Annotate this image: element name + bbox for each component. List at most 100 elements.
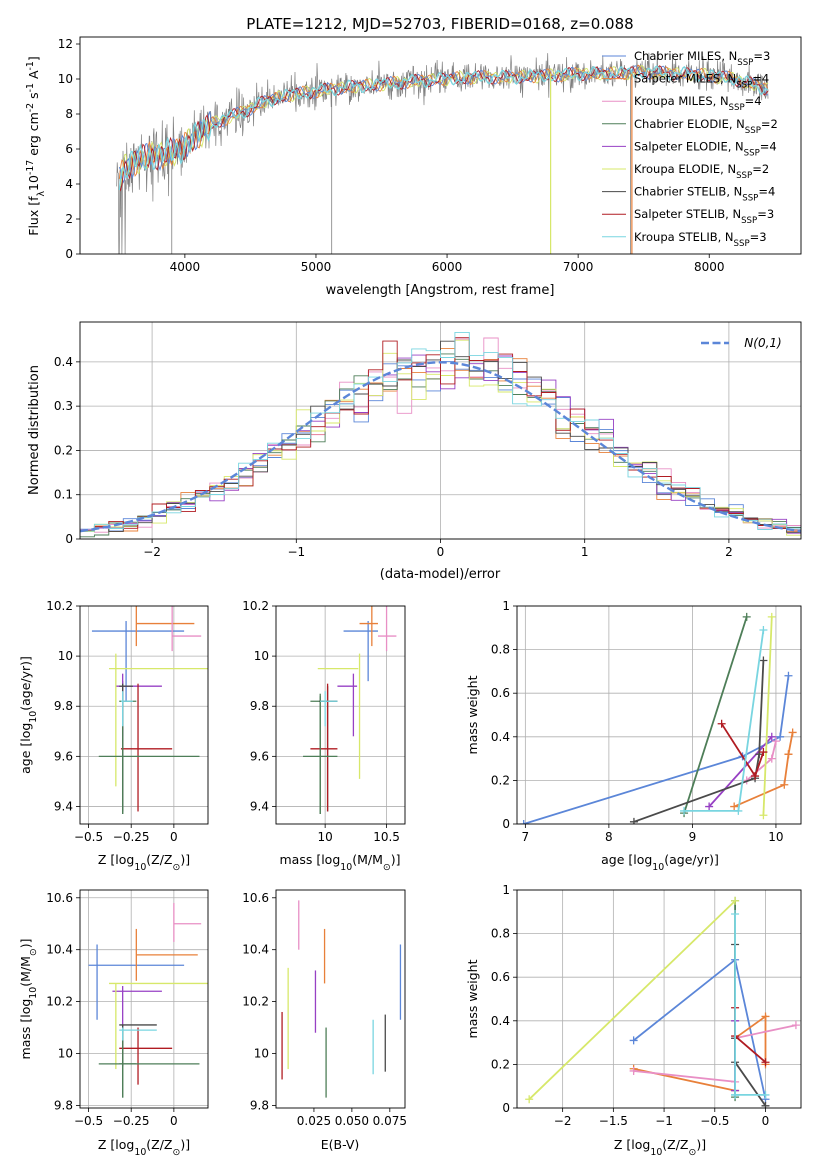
massweight_vs_age-marker (767, 732, 776, 741)
residuals-ytick-label: 0.1 (54, 488, 73, 502)
massweight_vs_age-marker (759, 748, 768, 757)
age_vs_mass-frame (275, 605, 406, 825)
residuals-normal-curve (80, 361, 801, 533)
residuals-ytick-label: 0.3 (54, 399, 73, 413)
massweight_vs_age-ytick-label: 0.8 (491, 643, 510, 657)
age_vs_mass-ytick-label: 9.4 (250, 799, 269, 813)
mass_vs_Z-axes: −0.5 −0.25 0 9.8 10 10.2 10.4 10.6 (46, 889, 209, 1128)
residuals-ylabel: Normed distribution (27, 365, 42, 495)
massweight_vs_age-marker (629, 817, 638, 824)
residuals-xtick-label: 1 (581, 545, 589, 559)
spectrum-legend-entry: Salpeter MILES, NSSP=4 (634, 72, 769, 91)
massweight_vs_age-marker (705, 802, 714, 811)
massweight_vs_age-marker (759, 656, 768, 665)
massweight_vs_Z-ytick-label: 0.8 (491, 927, 510, 941)
spectrum-legend-entry: Kroupa MILES, NSSP=4 (634, 94, 762, 113)
massweight_vs_Z-ytick-label: 0 (502, 1101, 510, 1115)
spectrum-ytick-label: 10 (58, 72, 73, 86)
spectrum-ytick-label: 2 (65, 212, 73, 226)
massweight_vs_age-series (523, 675, 790, 824)
massweight_vs_age-marker (730, 802, 739, 811)
massweight_vs_age-marker (680, 806, 689, 815)
mass_vs_ebv-ytick-label: 9.8 (250, 1098, 269, 1112)
spectrum-ylabel: Flux [fλ10-17 erg cm-2 s-1 A-1] (25, 56, 47, 235)
age_vs_Z-ytick-label: 9.6 (54, 749, 73, 763)
massweight_vs_Z-axes: −2 −1.5 −1 −0.5 0 0 0.2 0.4 0.6 0.8 1 (491, 883, 802, 1128)
age_vs_mass-ytick-label: 9.6 (250, 749, 269, 763)
spectrum-model-line (118, 64, 769, 179)
residuals-axes: −2 −1 0 1 2 0 0.1 0.2 0.3 0.4 (54, 321, 802, 559)
massweight_vs_age-ylabel: mass weight (465, 675, 480, 754)
massweight_vs_age-xtick-label: 8 (605, 830, 613, 844)
spectrum-legend-entry: Kroupa STELIB, NSSP=3 (634, 230, 767, 249)
residuals-ytick-label: 0.2 (54, 443, 73, 457)
spectrum-legend-entry: Chabrier ELODIE, NSSP=2 (634, 117, 778, 136)
spectrum-legend-entry: Salpeter ELODIE, NSSP=4 (634, 139, 777, 158)
massweight_vs_age-marker (767, 612, 776, 621)
mass_vs_ebv-xtick-label: 0.025 (297, 1114, 331, 1128)
massweight_vs_Z-marker (525, 1095, 534, 1104)
massweight_vs_age-marker (784, 750, 793, 759)
massweight_vs_age-plot-area (519, 612, 797, 824)
massweight_vs_Z-xtick-label: −2 (554, 1114, 572, 1128)
residuals-xlabel: (data-model)/error (380, 567, 501, 582)
spectrum-legend-entry: Salpeter STELIB, NSSP=3 (634, 207, 774, 226)
age_vs_Z-xtick-label: 0 (170, 830, 178, 844)
spectrum-xtick-label: 4000 (170, 260, 201, 274)
massweight_vs_Z-marker (761, 1058, 770, 1067)
age_vs_mass-xtick-label: 10.5 (373, 830, 400, 844)
mass_vs_Z-ylabel: mass [log10(M/M⊙)] (18, 939, 39, 1060)
age_vs_mass-ytick-label: 10.2 (242, 599, 269, 613)
spectrum-model-line (118, 65, 769, 191)
spectrum-ytick-label: 8 (65, 107, 73, 121)
age_vs_Z-ylabel: age [log10(age/yr)] (18, 656, 39, 774)
spectrum-ytick-label: 6 (65, 142, 73, 156)
massweight_vs_age-ytick-label: 0.6 (491, 686, 510, 700)
age_vs_mass-ytick-label: 10 (254, 649, 269, 663)
massweight_vs_Z-xtick-label: −1 (655, 1114, 673, 1128)
massweight_vs_Z-marker (761, 1012, 770, 1021)
mass_vs_ebv-xtick-label: 0.050 (335, 1114, 369, 1128)
mass_vs_Z-xtick-label: −0.25 (113, 1114, 150, 1128)
residuals-plot-area (80, 331, 801, 539)
mass_vs_ebv-ytick-label: 10 (254, 1047, 269, 1061)
massweight_vs_Z-ytick-label: 1 (502, 883, 510, 897)
spectrum-ytick-label: 4 (65, 177, 73, 191)
residuals-ytick-label: 0.4 (54, 355, 73, 369)
residuals-frame (79, 321, 802, 540)
figure-title: PLATE=1212, MJD=52703, FIBERID=0168, z=0… (246, 15, 633, 33)
massweight_vs_Z-marker (731, 909, 740, 918)
spectrum-ytick-label: 12 (58, 37, 73, 51)
massweight_vs_Z-marker (629, 1036, 638, 1045)
massweight_vs_age-marker (734, 806, 743, 815)
massweight_vs_age-xlabel: age [log10(age/yr)] (601, 852, 719, 873)
spectrum-xtick-label: 6000 (432, 260, 463, 274)
mass_vs_Z-ytick-label: 9.8 (54, 1098, 73, 1112)
spectrum-frame (79, 36, 802, 255)
residuals-legend-entry: N(0,1) (744, 336, 781, 350)
age_vs_Z-ytick-label: 9.4 (54, 799, 73, 813)
massweight_vs_Z-series (528, 900, 736, 1100)
mass_vs_Z-xtick-label: 0 (170, 1114, 178, 1128)
massweight_vs_age-series (762, 616, 773, 816)
massweight_vs_age-xtick-label: 10 (768, 830, 783, 844)
mass_vs_Z-ytick-label: 10.2 (46, 995, 73, 1009)
residuals-histogram-kroupa-stelib (80, 331, 801, 539)
age_vs_Z-xtick-label: −0.5 (74, 830, 103, 844)
mass_vs_Z-ytick-label: 10.4 (46, 943, 73, 957)
mass_vs_Z-ytick-label: 10.6 (46, 891, 73, 905)
spectrum-model-line (118, 65, 769, 188)
mass_vs_ebv-frame (275, 889, 406, 1109)
massweight_vs_Z-marker (761, 1090, 770, 1099)
massweight_vs_age-ytick-label: 1 (502, 599, 510, 613)
spectrum-xtick-label: 5000 (301, 260, 332, 274)
mass_vs_Z-plot-area (88, 902, 208, 1098)
massweight_vs_age-marker (776, 732, 785, 741)
residuals-xtick-label: 0 (437, 545, 445, 559)
massweight_vs_age-marker (759, 811, 768, 820)
massweight_vs_age-marker (771, 737, 780, 746)
mass_vs_ebv-axes: 0.025 0.050 0.075 9.8 10 10.2 10.4 10.6 (242, 889, 407, 1128)
mass_vs_ebv-ytick-label: 10.2 (242, 995, 269, 1009)
